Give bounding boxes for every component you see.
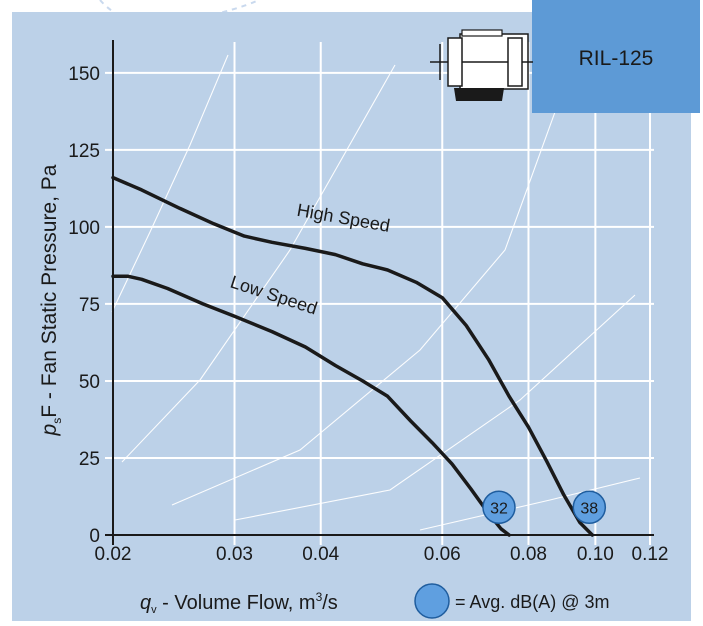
sound-level-value: 38	[580, 500, 598, 517]
sound-level-markers: 32 38	[482, 490, 607, 525]
system-curve	[419, 477, 641, 531]
x-axis-label: qv - Volume Flow, m3/s	[140, 590, 338, 616]
high-speed-curve	[111, 175, 595, 537]
y-tick-label: 25	[79, 449, 100, 470]
y-tick-label: 100	[68, 218, 100, 239]
y-tick-label: 150	[68, 64, 100, 85]
fan-curves	[111, 175, 595, 537]
x-tick-labels: 0.02 0.03 0.04 0.06 0.08 0.10 0.12	[95, 544, 669, 565]
x-tick-label: 0.08	[510, 544, 547, 565]
x-tick-label: 0.03	[216, 544, 253, 565]
system-curve	[121, 64, 396, 463]
inline-duct-fan-icon	[430, 29, 533, 101]
grid-lines	[105, 42, 654, 545]
legend-sound-marker	[414, 583, 450, 619]
y-tick-label: 75	[79, 295, 100, 316]
system-curve	[111, 54, 229, 313]
sound-level-value: 32	[490, 500, 508, 517]
system-curve	[171, 111, 556, 506]
system-resistance-curves	[111, 54, 641, 531]
x-tick-label: 0.10	[577, 544, 614, 565]
y-tick-labels: 0 25 50 75 100 125 150	[68, 64, 100, 547]
y-axis-label: psF - Fan Static Pressure, Pa	[38, 164, 64, 436]
x-tick-label: 0.04	[302, 544, 339, 565]
y-tick-label: 50	[79, 372, 100, 393]
low-speed-curve	[111, 274, 511, 537]
x-tick-label: 0.02	[95, 544, 132, 565]
model-label: RIL-125	[579, 47, 654, 70]
x-tick-label: 0.12	[632, 544, 669, 565]
x-tick-label: 0.06	[424, 544, 461, 565]
system-curve	[234, 294, 636, 521]
axes	[105, 40, 654, 545]
sound-level-marker	[572, 490, 607, 525]
model-label-box	[532, 0, 700, 113]
y-tick-label: 0	[89, 526, 100, 547]
legend-text: = Avg. dB(A) @ 3m	[455, 592, 610, 612]
y-tick-label: 125	[68, 141, 100, 162]
sound-level-marker	[482, 490, 516, 525]
